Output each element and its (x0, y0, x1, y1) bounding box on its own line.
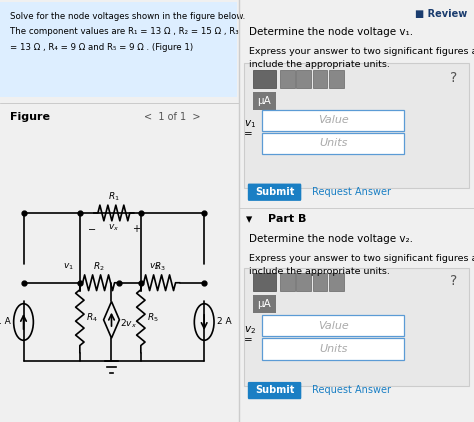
Text: Units: Units (319, 138, 347, 149)
Text: $v_2$: $v_2$ (244, 324, 256, 336)
Text: Units: Units (319, 344, 347, 354)
Text: $R_4$: $R_4$ (86, 311, 98, 324)
Text: $-$: $-$ (87, 222, 96, 233)
Text: $v_x$: $v_x$ (108, 222, 119, 233)
Text: $v_2$: $v_2$ (149, 261, 160, 272)
Text: Determine the node voltage v₁.: Determine the node voltage v₁. (249, 27, 413, 38)
FancyBboxPatch shape (296, 70, 311, 88)
Text: = 13 Ω , R₄ = 9 Ω and R₅ = 9 Ω . (Figure 1): = 13 Ω , R₄ = 9 Ω and R₅ = 9 Ω . (Figure… (9, 43, 193, 52)
Text: $R_5$: $R_5$ (147, 311, 159, 324)
Text: $2v_x$: $2v_x$ (120, 318, 137, 330)
Text: =: = (244, 335, 253, 345)
FancyBboxPatch shape (244, 268, 469, 386)
FancyBboxPatch shape (253, 295, 276, 313)
FancyBboxPatch shape (296, 273, 311, 291)
Text: ?: ? (450, 71, 457, 85)
FancyBboxPatch shape (253, 92, 276, 110)
Text: μA: μA (257, 96, 271, 106)
FancyBboxPatch shape (262, 338, 404, 360)
FancyBboxPatch shape (313, 70, 328, 88)
FancyBboxPatch shape (253, 70, 276, 88)
Text: 2 A: 2 A (217, 317, 232, 327)
FancyBboxPatch shape (262, 110, 404, 131)
Text: Express your answer to two significant figures and: Express your answer to two significant f… (249, 47, 474, 56)
Text: <  1 of 1  >: < 1 of 1 > (144, 112, 201, 122)
FancyBboxPatch shape (0, 2, 237, 97)
Text: $R_2$: $R_2$ (93, 261, 104, 273)
FancyBboxPatch shape (248, 382, 301, 399)
FancyBboxPatch shape (262, 315, 404, 336)
FancyBboxPatch shape (280, 70, 294, 88)
FancyBboxPatch shape (313, 273, 328, 291)
Text: =: = (244, 129, 253, 139)
Text: Request Answer: Request Answer (312, 385, 391, 395)
FancyBboxPatch shape (329, 273, 344, 291)
Text: include the appropriate units.: include the appropriate units. (249, 60, 390, 69)
FancyBboxPatch shape (329, 70, 344, 88)
Text: Submit: Submit (255, 385, 294, 395)
Text: $+$: $+$ (132, 222, 141, 233)
FancyBboxPatch shape (248, 184, 301, 201)
Text: $v_1$: $v_1$ (244, 118, 256, 130)
FancyBboxPatch shape (280, 273, 294, 291)
FancyBboxPatch shape (262, 133, 404, 154)
Text: μA: μA (257, 299, 271, 309)
Text: Request Answer: Request Answer (312, 187, 391, 197)
Text: ▾: ▾ (246, 213, 253, 226)
Text: $R_1$: $R_1$ (108, 191, 120, 203)
FancyBboxPatch shape (244, 63, 469, 188)
Text: Determine the node voltage v₂.: Determine the node voltage v₂. (249, 234, 413, 244)
Text: The component values are R₁ = 13 Ω , R₂ = 15 Ω , R₃: The component values are R₁ = 13 Ω , R₂ … (9, 27, 238, 36)
Text: Value: Value (318, 321, 348, 331)
Text: Figure: Figure (9, 112, 50, 122)
Text: Express your answer to two significant figures and: Express your answer to two significant f… (249, 254, 474, 263)
Text: Submit: Submit (255, 187, 294, 197)
Text: ?: ? (450, 274, 457, 288)
FancyBboxPatch shape (253, 273, 276, 291)
Text: include the appropriate units.: include the appropriate units. (249, 267, 390, 276)
Text: Value: Value (318, 115, 348, 125)
Text: Part B: Part B (267, 214, 306, 224)
Text: 1 A: 1 A (0, 317, 10, 327)
Text: $R_3$: $R_3$ (154, 261, 165, 273)
Text: ■ Review: ■ Review (415, 9, 467, 19)
Text: Solve for the node voltages shown in the figure below.: Solve for the node voltages shown in the… (9, 12, 245, 21)
Text: $v_1$: $v_1$ (63, 261, 74, 272)
